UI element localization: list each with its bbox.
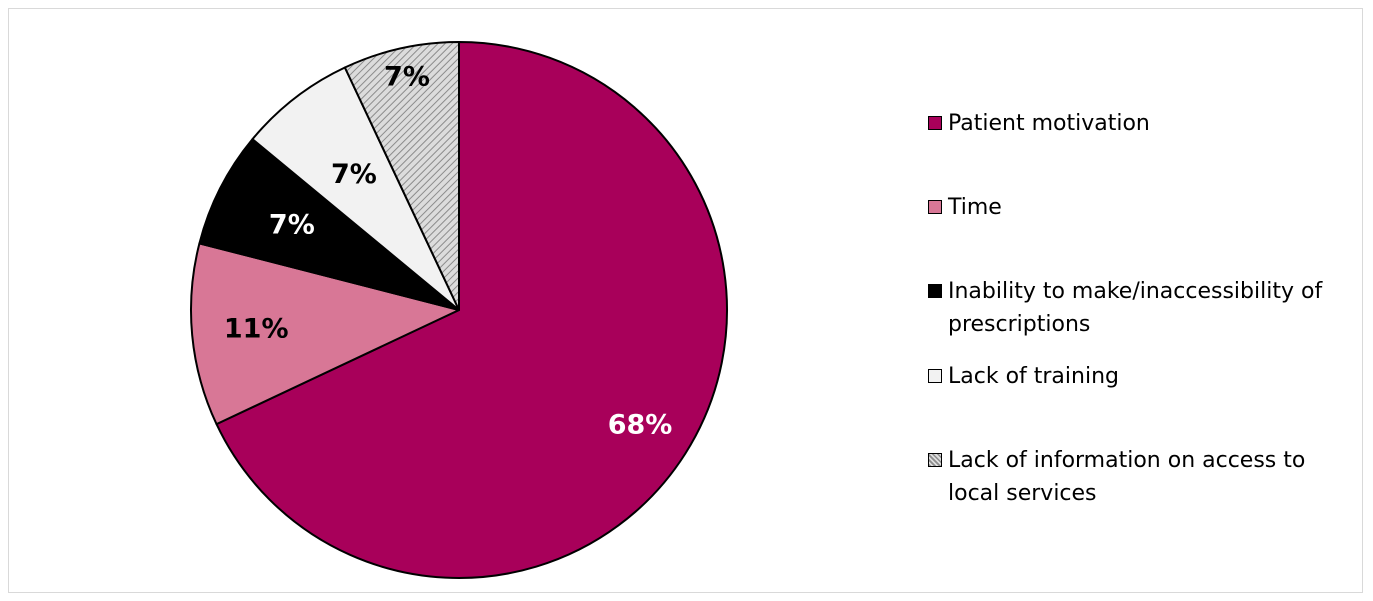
- legend-label: Time: [948, 195, 1002, 220]
- pie-slice-time: [190, 242, 460, 426]
- legend-swatch: [928, 369, 942, 383]
- pie-slice-patient-motivation: [215, 41, 728, 579]
- legend-label: Patient motivation: [948, 111, 1150, 136]
- data-label-time: 11%: [224, 314, 289, 345]
- legend-swatch: [928, 453, 942, 467]
- pie-slice-inability-to-make-inaccessibility-of-prescriptions: [198, 138, 460, 311]
- legend-item-local-services: Lack of information on access to local s…: [928, 444, 1338, 510]
- pie-slice-lack-of-training: [251, 66, 460, 311]
- legend-item-time: Time: [928, 191, 1348, 224]
- legend-item-lack-of-training: Lack of training: [928, 360, 1348, 393]
- legend-item-prescriptions: Inability to make/inaccessibility of pre…: [928, 275, 1338, 341]
- data-label-lack-of-training: 7%: [331, 159, 377, 190]
- legend-swatch: [928, 284, 942, 298]
- legend-item-patient-motivation: Patient motivation: [928, 107, 1348, 140]
- legend-swatch: [928, 200, 942, 214]
- data-label-inability-to-make-inaccessibility-of-prescriptions: 7%: [269, 209, 315, 240]
- pie-slice-lack-of-information-on-access-to-local-services: [343, 41, 460, 311]
- legend-label: Inability to make/inaccessibility of pre…: [948, 279, 1323, 337]
- legend-label: Lack of information on access to local s…: [948, 448, 1306, 506]
- data-label-lack-of-information-on-access-to-local-services: 7%: [384, 62, 430, 93]
- legend-swatch: [928, 116, 942, 130]
- legend-label: Lack of training: [948, 364, 1119, 389]
- data-label-patient-motivation: 68%: [608, 409, 673, 440]
